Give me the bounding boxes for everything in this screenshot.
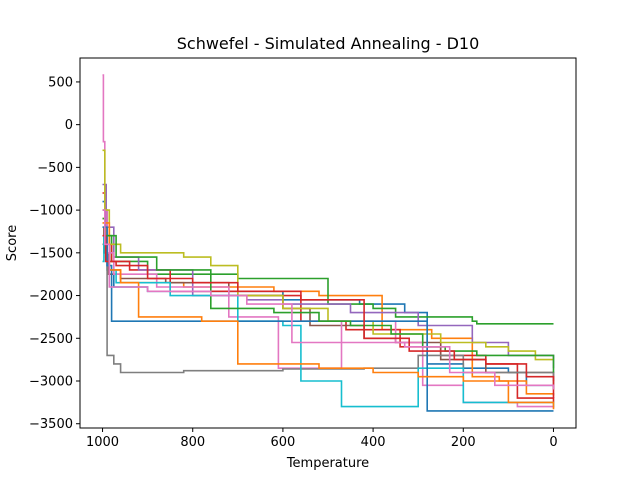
x-axis: 1000 800 600 400 200 0	[86, 428, 558, 450]
y-tick-label: −2000	[29, 289, 73, 304]
y-tick-label: −3000	[29, 375, 73, 390]
y-axis-title: Score	[5, 225, 20, 261]
x-tick-label: 0	[549, 435, 557, 450]
series-line-12	[102, 222, 555, 410]
plot-frame	[79, 57, 577, 429]
y-tick-label: 0	[65, 118, 73, 133]
x-tick-label: 800	[180, 435, 205, 450]
y-axis: 500 0 −500 −1000 −1500 −2000 −2500 −3000 −3500	[29, 75, 80, 432]
series-line-9	[102, 149, 554, 361]
x-tick-label: 400	[361, 435, 386, 450]
y-tick-label: −1500	[29, 246, 73, 261]
y-tick-label: −2500	[29, 332, 73, 347]
chart-title: Schwefel - Simulated Annealing - D10	[177, 34, 480, 53]
x-tick-label: 200	[451, 435, 476, 450]
y-tick-label: −1000	[29, 204, 73, 219]
y-tick-label: −500	[37, 161, 73, 176]
x-tick-label: 1000	[86, 435, 119, 450]
series-line-8	[102, 243, 555, 390]
y-tick-label: −3500	[29, 417, 73, 432]
series-line-3	[102, 209, 554, 325]
x-tick-label: 600	[270, 435, 295, 450]
y-tick-label: 500	[48, 75, 73, 90]
x-axis-title: Temperature	[286, 456, 369, 471]
series-line-14	[102, 234, 555, 399]
series-line-15	[102, 209, 555, 390]
series-layer	[102, 74, 555, 412]
